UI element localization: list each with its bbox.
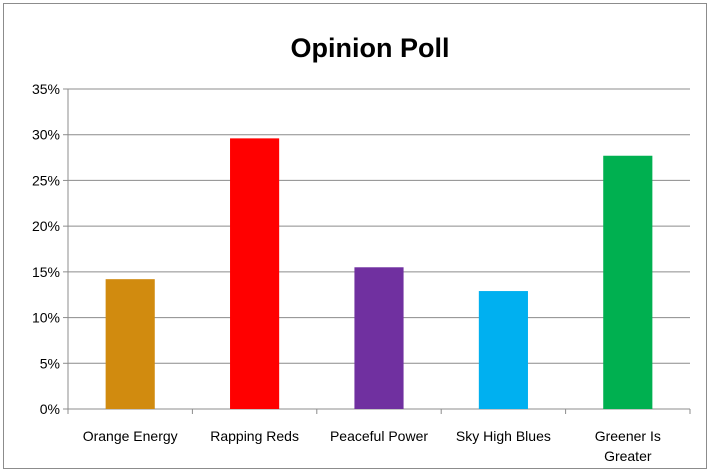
- x-category-label: Greener Is Greater: [595, 428, 661, 464]
- x-axis-category-labels: Orange Energy Rapping Reds Peaceful Power S…: [83, 428, 661, 464]
- y-tick-label: 25%: [32, 172, 60, 188]
- y-tick-label: 20%: [32, 218, 60, 234]
- bars: [105, 138, 653, 409]
- x-category-label: Orange Energy: [83, 428, 178, 444]
- y-tick-label: 5%: [40, 355, 60, 371]
- bar-rapping-reds: [230, 138, 280, 409]
- y-axis-tick-labels: 0% 5% 10% 15% 20% 25% 30% 35%: [32, 81, 68, 417]
- y-tick-label: 0%: [40, 401, 60, 417]
- gridlines: [68, 88, 690, 364]
- bar-sky-high-blues: [478, 291, 528, 409]
- x-category-label: Sky High Blues: [456, 428, 551, 444]
- bar-greener-is-greater: [603, 155, 653, 409]
- bar-orange-energy: [105, 279, 155, 409]
- y-tick-label: 35%: [32, 81, 60, 97]
- y-tick-label: 15%: [32, 264, 60, 280]
- y-tick-label: 30%: [32, 127, 60, 143]
- x-category-label: Rapping Reds: [210, 428, 299, 444]
- chart-title: Opinion Poll: [291, 33, 450, 63]
- y-tick-label: 10%: [32, 310, 60, 326]
- bar-peaceful-power: [354, 267, 404, 409]
- x-category-label: Peaceful Power: [330, 428, 428, 444]
